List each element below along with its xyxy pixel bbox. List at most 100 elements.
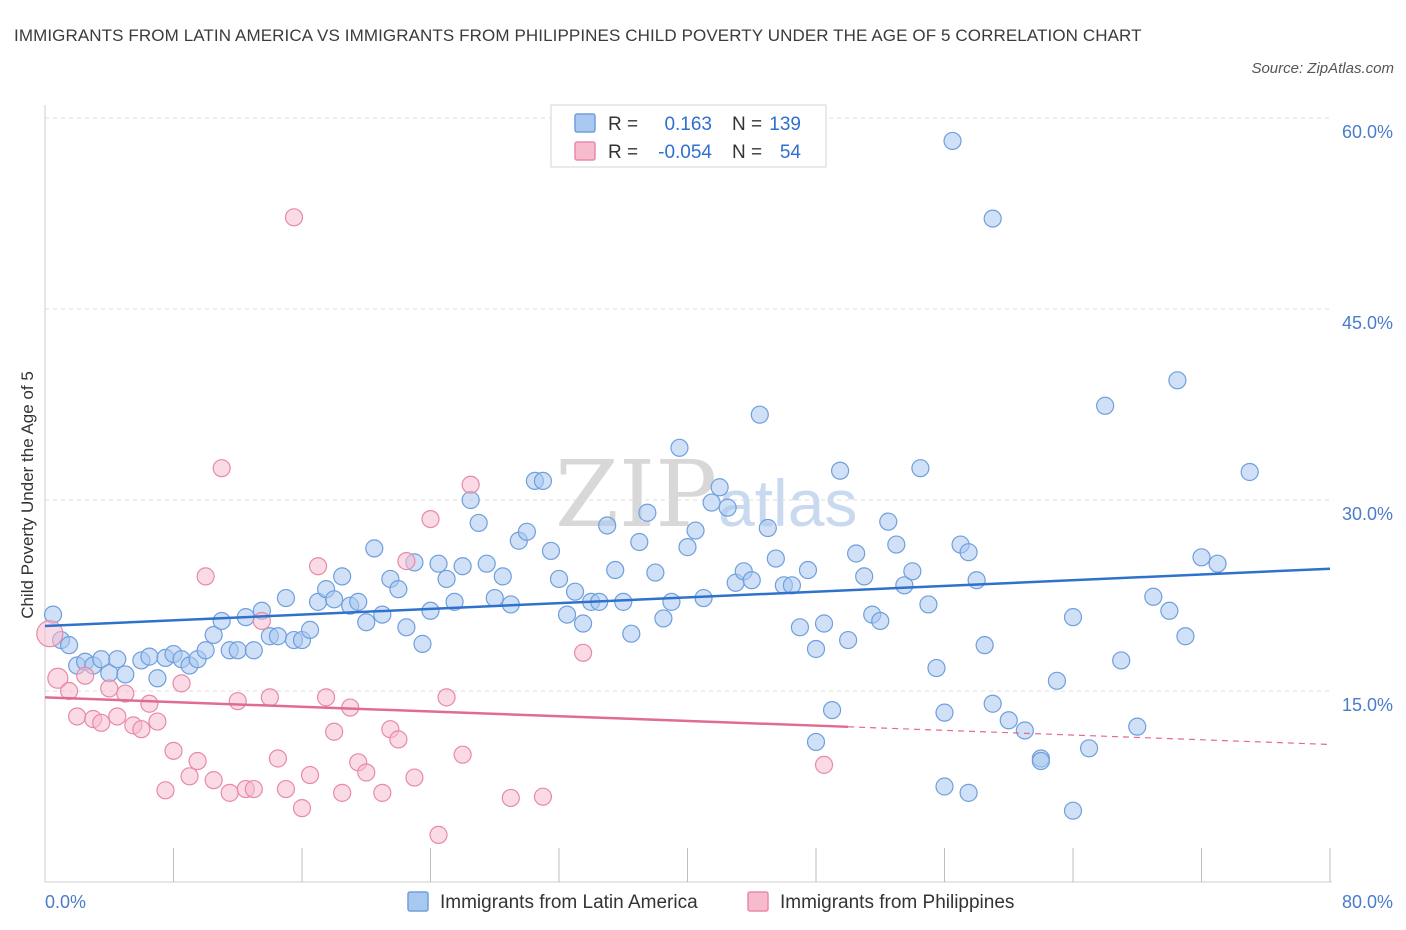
- point-philippines: [108, 707, 127, 726]
- point-philippines: [188, 751, 207, 771]
- point-latin-america: [421, 601, 440, 620]
- y-tick-label: 45.0%: [1342, 313, 1393, 333]
- point-latin-america: [477, 554, 496, 573]
- bottom-legend-swatch-blue: [407, 891, 429, 912]
- point-philippines: [453, 745, 472, 764]
- point-latin-america: [919, 595, 938, 614]
- point-philippines: [140, 694, 159, 713]
- point-latin-america: [967, 571, 986, 590]
- point-philippines: [814, 755, 834, 774]
- point-philippines: [92, 713, 111, 732]
- point-latin-america: [461, 490, 480, 510]
- point-latin-america: [453, 557, 472, 576]
- point-philippines: [180, 767, 199, 786]
- point-latin-america: [806, 732, 826, 752]
- point-philippines: [397, 552, 416, 571]
- point-latin-america: [935, 703, 954, 722]
- point-philippines: [196, 567, 215, 586]
- point-latin-america: [325, 590, 344, 609]
- y-tick-labels: 15.0% 30.0% 45.0% 60.0%: [1342, 122, 1393, 715]
- point-philippines: [284, 208, 304, 227]
- point-latin-america: [758, 518, 777, 538]
- legend-r-label-2: R =: [608, 142, 638, 163]
- point-latin-america: [445, 592, 464, 611]
- point-latin-america: [839, 630, 858, 650]
- point-latin-america: [718, 498, 737, 517]
- x-tick-label-max: 80.0%: [1342, 892, 1393, 912]
- point-latin-america: [903, 562, 922, 581]
- point-philippines: [389, 730, 408, 749]
- point-latin-america: [493, 567, 512, 586]
- point-latin-america: [148, 669, 167, 688]
- point-philippines: [100, 679, 119, 698]
- trend-line-philippines-dashed: [848, 726, 1331, 746]
- point-latin-america: [485, 588, 504, 608]
- point-latin-america: [140, 647, 159, 666]
- legend-n-value-1: 139: [769, 114, 801, 135]
- bottom-legend-series2: Immigrants from Philippines: [780, 892, 1014, 913]
- point-philippines: [357, 763, 376, 782]
- point-philippines: [308, 557, 328, 576]
- point-philippines: [421, 509, 440, 529]
- point-philippines: [292, 799, 312, 818]
- point-philippines: [461, 475, 480, 494]
- legend-n-label-2: N =: [732, 142, 762, 163]
- point-latin-america: [847, 544, 866, 563]
- point-latin-america: [646, 563, 665, 582]
- legend-r-value-1: 0.163: [664, 114, 712, 135]
- legend-swatch-pink: [574, 141, 596, 161]
- point-latin-america: [742, 571, 761, 590]
- point-latin-america: [300, 620, 320, 639]
- point-philippines: [501, 788, 520, 808]
- point-latin-america: [389, 580, 408, 599]
- point-latin-america: [750, 405, 769, 424]
- trend-line-philippines: [44, 696, 849, 729]
- point-latin-america: [333, 567, 352, 586]
- point-philippines: [76, 666, 95, 685]
- point-latin-america: [822, 700, 842, 720]
- point-latin-america: [871, 611, 890, 631]
- axes: [44, 105, 1332, 883]
- point-latin-america: [1063, 801, 1083, 820]
- x-tick-label-min: 0.0%: [45, 892, 86, 912]
- point-latin-america: [557, 605, 577, 624]
- point-latin-america: [59, 636, 79, 655]
- point-latin-america: [373, 605, 392, 624]
- point-philippines: [132, 720, 151, 739]
- point-latin-america: [108, 650, 127, 669]
- point-latin-america: [517, 522, 536, 541]
- series-latin-america-points: [43, 131, 1259, 820]
- point-latin-america: [614, 592, 633, 611]
- point-philippines: [533, 787, 553, 806]
- point-latin-america: [1240, 462, 1259, 482]
- point-latin-america: [710, 478, 729, 497]
- point-latin-america: [879, 512, 898, 531]
- point-latin-america: [975, 636, 994, 655]
- point-latin-america: [549, 569, 569, 589]
- point-philippines: [172, 674, 191, 693]
- point-latin-america: [654, 609, 673, 628]
- point-latin-america: [983, 209, 1002, 228]
- point-philippines: [268, 749, 288, 768]
- point-latin-america: [935, 777, 954, 796]
- point-latin-america: [533, 471, 553, 490]
- point-latin-america: [413, 634, 432, 653]
- point-philippines: [204, 771, 223, 790]
- point-latin-america: [670, 438, 689, 457]
- point-philippines: [68, 707, 87, 726]
- point-latin-america: [1096, 396, 1115, 415]
- point-latin-america: [437, 569, 456, 589]
- point-latin-america: [766, 549, 785, 568]
- point-philippines: [116, 684, 135, 703]
- point-latin-america: [814, 614, 834, 633]
- trend-line-latin-america: [44, 567, 1331, 628]
- legend-r-value-2: -0.054: [658, 142, 712, 163]
- source-credit: Source: ZipAtlas.com: [1251, 60, 1394, 77]
- x-tick-labels: 0.0% 80.0%: [45, 892, 1393, 912]
- point-philippines: [333, 783, 352, 802]
- point-latin-america: [116, 665, 135, 684]
- point-latin-america: [365, 539, 384, 558]
- point-latin-america: [678, 538, 697, 557]
- point-latin-america: [1176, 627, 1195, 646]
